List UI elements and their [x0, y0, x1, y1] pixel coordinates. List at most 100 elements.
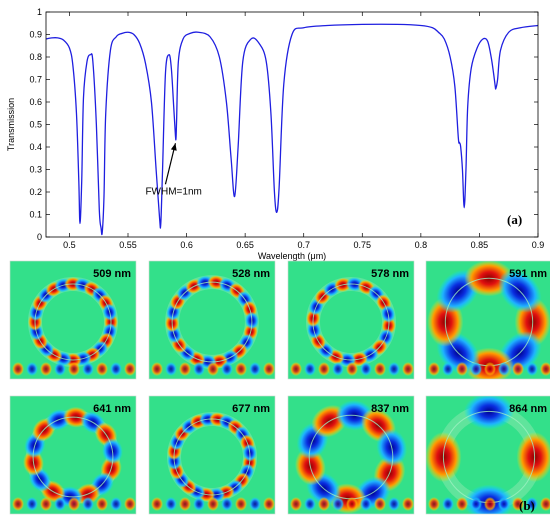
bus-lobe [526, 497, 538, 511]
bus-lobe [40, 497, 52, 511]
bus-lobe [540, 497, 550, 511]
bus-lobe [304, 497, 316, 511]
bus-lobe [207, 362, 219, 376]
bus-lobe [68, 362, 80, 376]
y-tick-label: 0.3 [29, 165, 42, 175]
ring-edge [173, 418, 251, 496]
field-content [288, 396, 414, 514]
bus-lobe [96, 362, 108, 376]
y-tick-label: 0.8 [29, 52, 42, 62]
bus-lobe [96, 497, 108, 511]
bus-lobe [82, 362, 94, 376]
y-axis-label: Transmission [6, 98, 16, 151]
field-frame [9, 395, 137, 515]
field-frame [287, 395, 415, 515]
panel-label-a: (a) [507, 212, 522, 227]
field-content [426, 396, 550, 514]
bus-lobe [402, 362, 414, 376]
field-label: 578 nm [371, 268, 409, 280]
field-map: 641 nm [9, 395, 137, 515]
bus-lobe [388, 497, 400, 511]
plot-area [46, 12, 538, 237]
bus-lobe [165, 362, 177, 376]
bus-lobe [221, 497, 233, 511]
y-tick-label: 0.6 [29, 97, 42, 107]
bus-lobe [540, 362, 550, 376]
bus-lobe [374, 362, 386, 376]
fwhm-annotation: FWHM=1nm [145, 143, 202, 197]
field-frame [148, 395, 276, 515]
bus-lobe [179, 497, 191, 511]
bus-lobe [207, 497, 219, 511]
field-frame [9, 260, 137, 380]
bus-lobe [470, 497, 482, 511]
x-axis-label: Wavelength (μm) [258, 251, 326, 261]
bus-lobe [498, 362, 510, 376]
ring-edge [312, 283, 390, 361]
y-tick-label: 0.2 [29, 187, 42, 197]
y-tick-label: 0.5 [29, 120, 42, 130]
transmission-plot: 0.5 0.55 0.6 0.65 0.7 0.75 0.8 0.85 0.9 0 0.1 0.2 0.… [6, 7, 544, 261]
bus-lobe [193, 362, 205, 376]
field-content [288, 261, 414, 379]
field-lobe [516, 432, 550, 482]
annotation-text: FWHM=1nm [145, 186, 201, 197]
field-label: 591 nm [509, 268, 547, 280]
bus-lobe [442, 362, 454, 376]
bus-lobe [124, 497, 136, 511]
ring-edge [171, 281, 253, 363]
bus-lobe [388, 362, 400, 376]
field-frame [425, 395, 550, 515]
bus-lobe [26, 497, 38, 511]
bus-lobe [151, 497, 163, 511]
bus-lobe [304, 362, 316, 376]
bus-lobe [110, 362, 122, 376]
field-map: 578 nm [287, 260, 415, 380]
bus-lobe [82, 497, 94, 511]
bus-lobe [54, 362, 66, 376]
x-tick-label: 0.65 [236, 240, 254, 250]
bus-lobe [26, 362, 38, 376]
field-label: 528 nm [232, 268, 270, 280]
bus-lobe [332, 497, 344, 511]
bus-lobe [512, 362, 524, 376]
bus-lobe [512, 497, 524, 511]
bus-lobe [526, 362, 538, 376]
field-map: 837 nm [287, 395, 415, 515]
bus-lobe [290, 497, 302, 511]
y-tick-label: 0.1 [29, 210, 42, 220]
bus-lobe [318, 497, 330, 511]
field-map: 591 nm [425, 260, 550, 380]
bus-lobe [124, 362, 136, 376]
x-tick-label: 0.8 [415, 240, 428, 250]
bus-lobe [456, 362, 468, 376]
field-frame [425, 260, 550, 380]
y-tick-label: 0.4 [29, 142, 42, 152]
bus-lobe [151, 362, 163, 376]
y-tick-label: 1 [37, 7, 42, 17]
field-label: 677 nm [232, 403, 270, 415]
bus-lobe [235, 362, 247, 376]
field-label: 864 nm [509, 403, 547, 415]
field-content [10, 396, 136, 514]
bus-lobe [484, 362, 496, 376]
bus-lobe [428, 362, 440, 376]
x-tick-label: 0.85 [471, 240, 489, 250]
x-tick-label: 0.55 [119, 240, 137, 250]
bus-lobe [360, 497, 372, 511]
y-tick-label: 0 [37, 232, 42, 242]
bus-lobe [54, 497, 66, 511]
bus-lobe [263, 362, 275, 376]
field-content [426, 261, 550, 379]
panel-label-b: (b) [519, 498, 535, 513]
bus-lobe [12, 362, 24, 376]
field-label: 837 nm [371, 403, 409, 415]
bus-lobe [263, 497, 275, 511]
plot-frame [45, 11, 539, 238]
ring-edge [32, 416, 114, 498]
field-map: 528 nm [148, 260, 276, 380]
bus-lobe [470, 362, 482, 376]
field-content [10, 261, 136, 379]
bus-lobe [249, 362, 261, 376]
